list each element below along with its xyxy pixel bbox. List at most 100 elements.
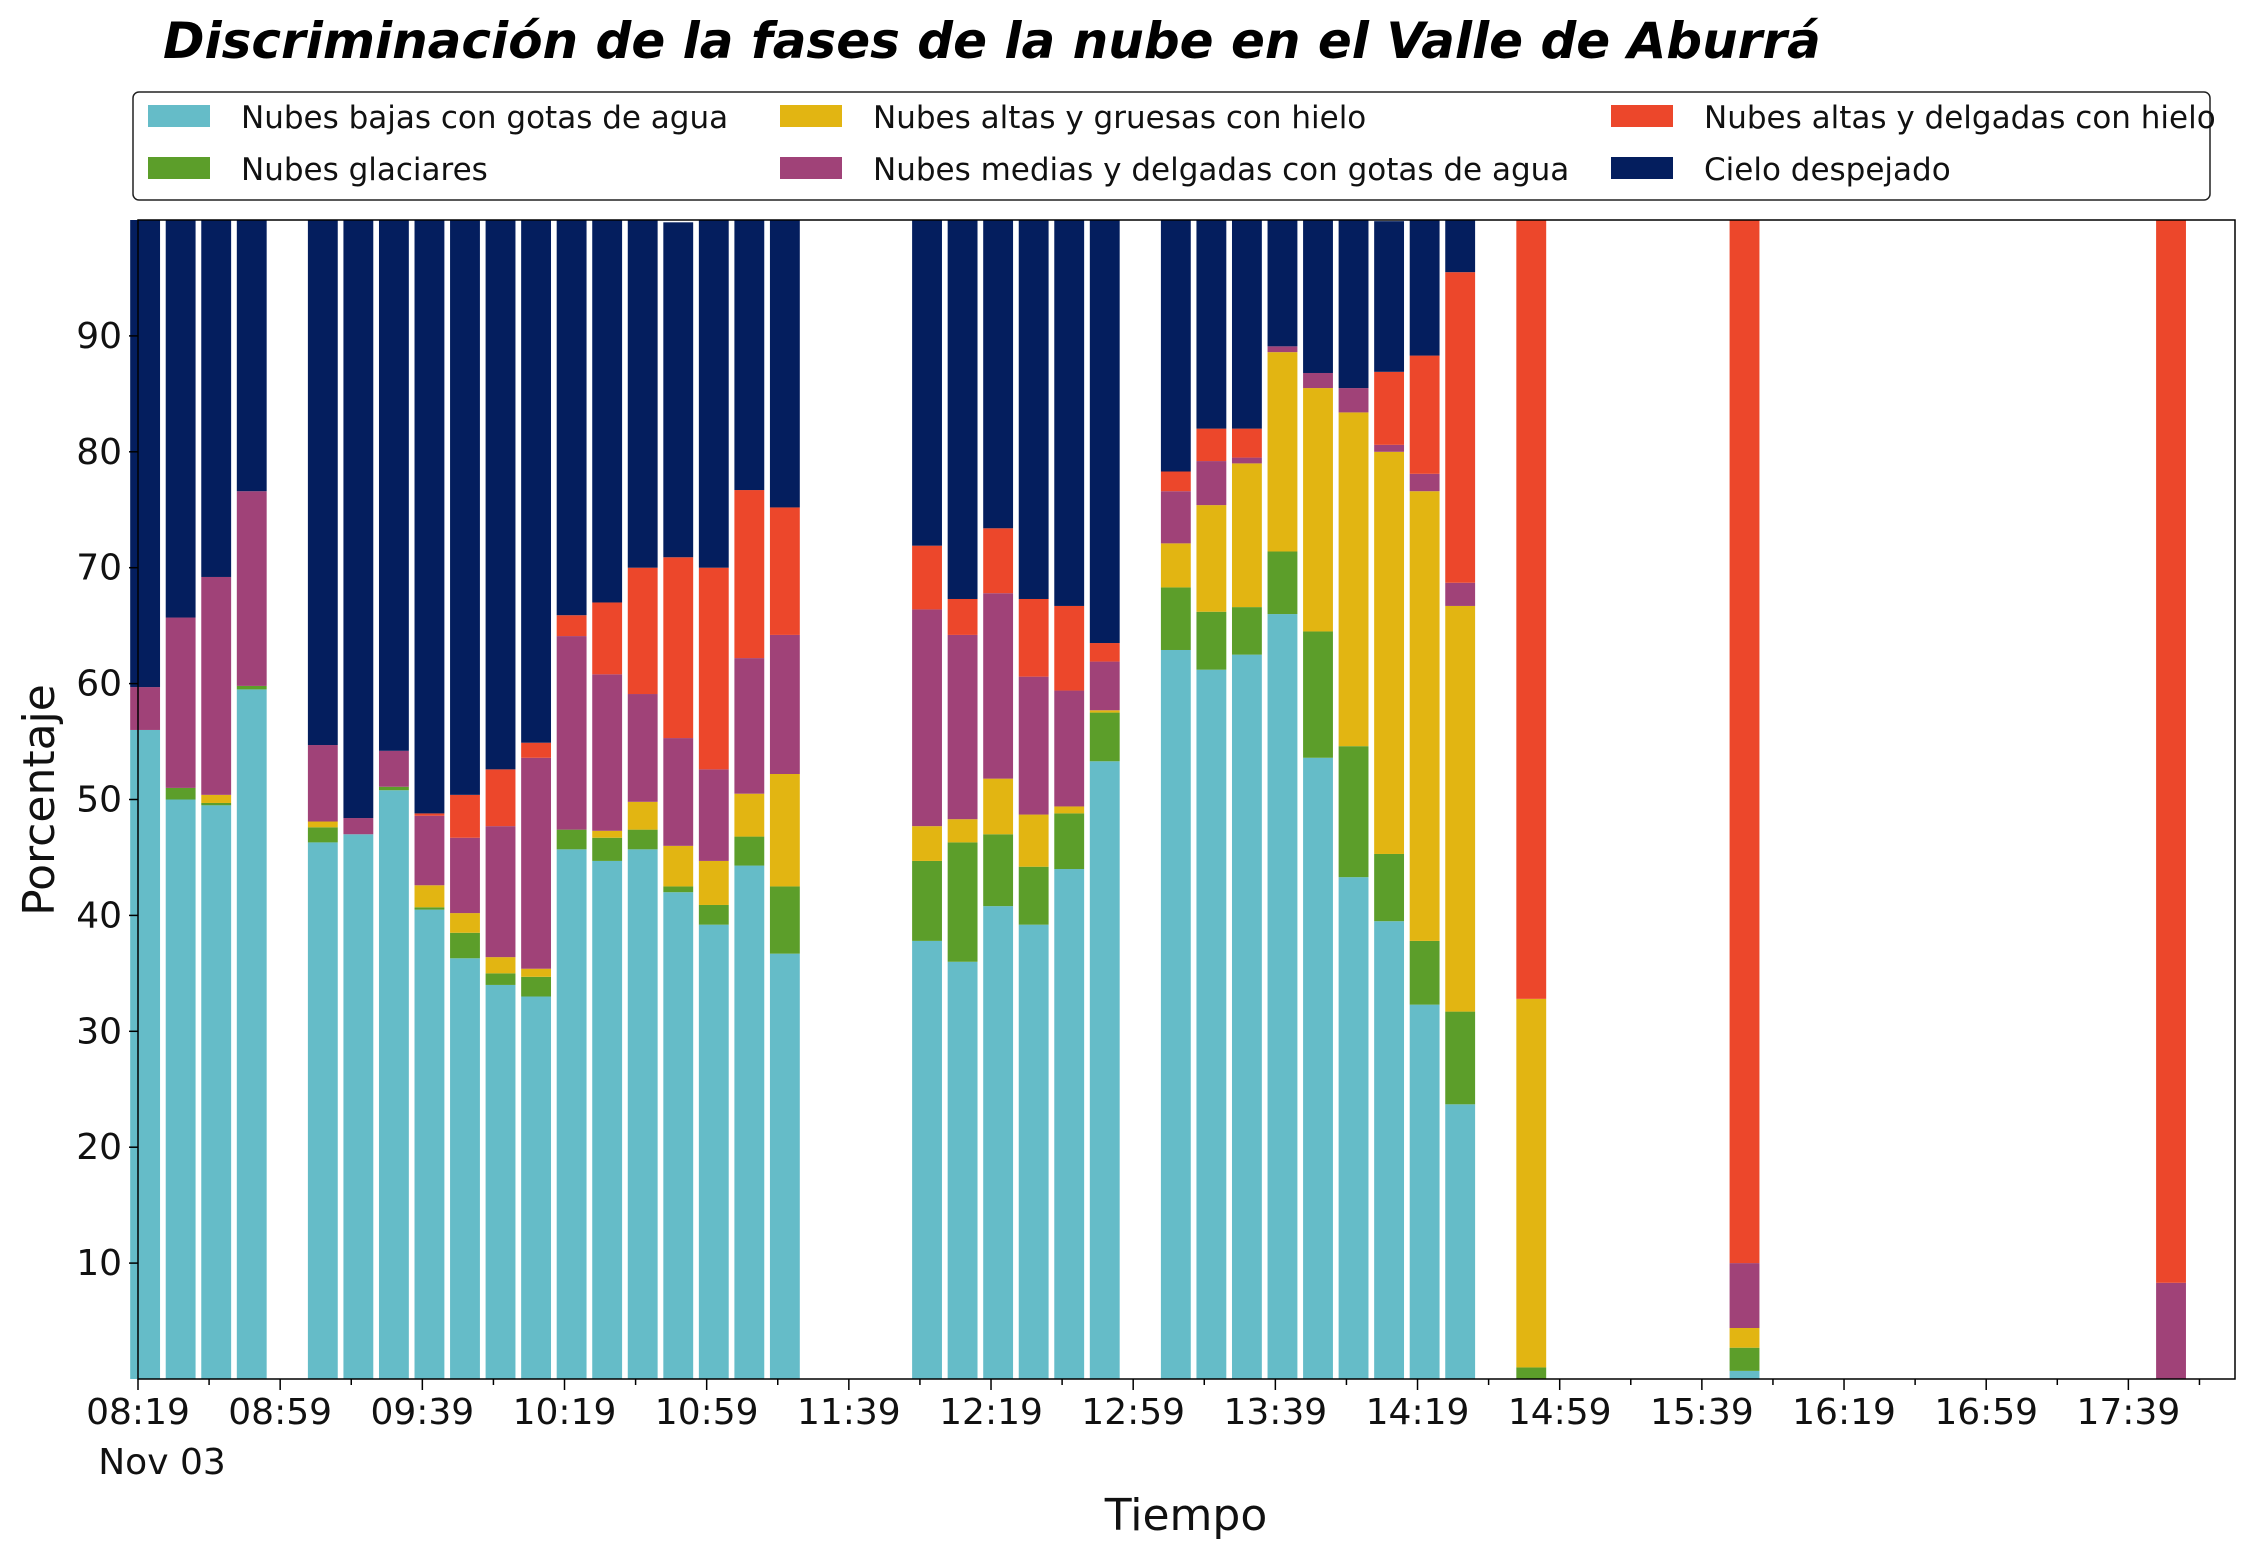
legend-label-nubes-glaciares: Nubes glaciares bbox=[241, 152, 488, 188]
bar-segment-nubes-bajas-con-gotas-de-agua bbox=[485, 984, 516, 1379]
bar-segment-cielo-despejado bbox=[1445, 220, 1476, 273]
bar-segment-nubes-altas-y-gruesas-con-hielo bbox=[1338, 412, 1369, 747]
x-tick-label: 08:59 bbox=[228, 1392, 332, 1433]
x-tick-label: 13:39 bbox=[1223, 1392, 1327, 1433]
bar-segment-nubes-medias-y-delgadas-con-gotas-de-agua bbox=[663, 738, 694, 846]
bar-segment-nubes-medias-y-delgadas-con-gotas-de-agua bbox=[1231, 457, 1262, 464]
bar-segment-nubes-glaciares bbox=[1018, 866, 1049, 925]
bar-segment-nubes-medias-y-delgadas-con-gotas-de-agua bbox=[556, 636, 587, 830]
bar-segment-nubes-altas-y-delgadas-con-hielo bbox=[1160, 471, 1191, 492]
bar-segment-nubes-glaciares bbox=[414, 907, 445, 910]
chart-title: Discriminación de la fases de la nube en… bbox=[163, 12, 1821, 70]
bar-segment-nubes-bajas-con-gotas-de-agua bbox=[165, 799, 196, 1379]
bar-segment-nubes-bajas-con-gotas-de-agua bbox=[1374, 921, 1405, 1379]
bar-segment-nubes-altas-y-gruesas-con-hielo bbox=[769, 774, 800, 887]
bar-segment-nubes-altas-y-gruesas-con-hielo bbox=[947, 819, 978, 843]
bar-segment-nubes-altas-y-gruesas-con-hielo bbox=[592, 830, 623, 838]
bar-segment-nubes-bajas-con-gotas-de-agua bbox=[1196, 669, 1227, 1379]
bar-segment-cielo-despejado bbox=[1338, 220, 1369, 389]
bar-segment-nubes-glaciares bbox=[1338, 746, 1369, 878]
bar-segment-nubes-bajas-con-gotas-de-agua bbox=[556, 849, 587, 1379]
bar-segment-nubes-glaciares bbox=[663, 886, 694, 893]
bar-segment-nubes-altas-y-gruesas-con-hielo bbox=[1018, 814, 1049, 867]
bar-segment-nubes-bajas-con-gotas-de-agua bbox=[343, 834, 374, 1379]
bar-segment-nubes-altas-y-delgadas-con-hielo bbox=[1054, 605, 1085, 691]
x-tick-label: 14:59 bbox=[1508, 1392, 1612, 1433]
bar-segment-nubes-bajas-con-gotas-de-agua bbox=[663, 892, 694, 1379]
bar-segment-nubes-bajas-con-gotas-de-agua bbox=[521, 996, 552, 1379]
bar-segment-nubes-glaciares bbox=[1267, 551, 1298, 615]
bar-segment-nubes-altas-y-gruesas-con-hielo bbox=[1516, 998, 1547, 1368]
bar-segment-nubes-bajas-con-gotas-de-agua bbox=[1160, 649, 1191, 1379]
bar-segment-nubes-altas-y-delgadas-con-hielo bbox=[947, 598, 978, 635]
bar-segment-nubes-bajas-con-gotas-de-agua bbox=[947, 961, 978, 1379]
bar-segment-nubes-altas-y-gruesas-con-hielo bbox=[1445, 605, 1476, 1012]
bar-segment-cielo-despejado bbox=[1231, 220, 1262, 429]
bar-segment-nubes-medias-y-delgadas-con-gotas-de-agua bbox=[343, 818, 374, 835]
y-tick-label: 70 bbox=[76, 548, 122, 589]
x-tick-label: 10:59 bbox=[655, 1392, 759, 1433]
bar-segment-nubes-medias-y-delgadas-con-gotas-de-agua bbox=[1374, 444, 1405, 452]
bar-segment-nubes-altas-y-delgadas-con-hielo bbox=[734, 490, 765, 659]
bar-segment-cielo-despejado bbox=[769, 220, 800, 508]
bar-segment-nubes-altas-y-gruesas-con-hielo bbox=[1196, 505, 1227, 612]
x-date-sublabel: Nov 03 bbox=[98, 1442, 226, 1483]
bar-segment-nubes-medias-y-delgadas-con-gotas-de-agua bbox=[1196, 461, 1227, 506]
bar-segment-nubes-medias-y-delgadas-con-gotas-de-agua bbox=[1267, 346, 1298, 353]
bar-segment-nubes-glaciares bbox=[1196, 611, 1227, 670]
x-tick-label: 10:19 bbox=[513, 1392, 617, 1433]
bar-segment-nubes-glaciares bbox=[1089, 712, 1120, 762]
bar-segment-nubes-altas-y-delgadas-con-hielo bbox=[1445, 272, 1476, 583]
plot-area: 10 20 30 40 50 60 70 80 90 08:19 08:59 09:39 10:19 1… bbox=[76, 219, 2236, 1433]
bar-segment-cielo-despejado bbox=[521, 220, 552, 743]
x-tick-label: 12:19 bbox=[939, 1392, 1043, 1433]
bar-segment-nubes-altas-y-delgadas-con-hielo bbox=[556, 615, 587, 637]
bar-segment-cielo-despejado bbox=[1018, 220, 1049, 599]
bar-segment-nubes-bajas-con-gotas-de-agua bbox=[912, 940, 942, 1379]
bar-segment-nubes-glaciares bbox=[450, 932, 480, 959]
y-tick-label: 90 bbox=[76, 316, 122, 357]
bar-segment-nubes-medias-y-delgadas-con-gotas-de-agua bbox=[1409, 473, 1440, 492]
bar-segment-nubes-glaciares bbox=[627, 829, 658, 850]
bar-segment-nubes-altas-y-gruesas-con-hielo bbox=[1089, 710, 1120, 713]
y-axis-label: Porcentaje bbox=[14, 684, 65, 916]
bar-segment-nubes-medias-y-delgadas-con-gotas-de-agua bbox=[1338, 388, 1369, 413]
bar-segment-cielo-despejado bbox=[307, 220, 338, 746]
bar-segment-nubes-bajas-con-gotas-de-agua bbox=[1445, 1104, 1476, 1379]
bar-segment-nubes-altas-y-delgadas-con-hielo bbox=[1089, 643, 1120, 662]
bar-segment-nubes-altas-y-delgadas-con-hielo bbox=[983, 528, 1014, 594]
bar-segment-nubes-bajas-con-gotas-de-agua bbox=[1338, 877, 1369, 1379]
bar-segment-nubes-altas-y-gruesas-con-hielo bbox=[450, 913, 480, 933]
bar-segment-nubes-glaciares bbox=[556, 829, 587, 850]
legend-label-nubes-altas-y-gruesas-con-hielo: Nubes altas y gruesas con hielo bbox=[873, 100, 1366, 136]
bar-segment-nubes-glaciares bbox=[1445, 1011, 1476, 1105]
bar-segment-nubes-medias-y-delgadas-con-gotas-de-agua bbox=[1089, 661, 1120, 711]
bar-segment-nubes-bajas-con-gotas-de-agua bbox=[983, 906, 1014, 1379]
bar-segment-nubes-bajas-con-gotas-de-agua bbox=[1018, 924, 1049, 1379]
bar-segment-cielo-despejado bbox=[450, 220, 480, 795]
bar-segment-nubes-altas-y-delgadas-con-hielo bbox=[912, 545, 942, 610]
bar-segment-cielo-despejado bbox=[1196, 220, 1227, 429]
bar-segment-nubes-altas-y-gruesas-con-hielo bbox=[1231, 463, 1262, 608]
bar-segment-cielo-despejado bbox=[414, 220, 445, 814]
x-tick-label: 09:39 bbox=[370, 1392, 474, 1433]
x-tick-label: 12:59 bbox=[1081, 1392, 1185, 1433]
bar-segment-nubes-altas-y-gruesas-con-hielo bbox=[414, 885, 445, 908]
bar-segment-nubes-medias-y-delgadas-con-gotas-de-agua bbox=[983, 593, 1014, 779]
bar-segment-nubes-altas-y-gruesas-con-hielo bbox=[1409, 491, 1440, 941]
bar-segment-nubes-medias-y-delgadas-con-gotas-de-agua bbox=[734, 658, 765, 794]
bar-segment-nubes-altas-y-delgadas-con-hielo bbox=[485, 769, 516, 827]
bar-segment-nubes-altas-y-delgadas-con-hielo bbox=[663, 557, 694, 739]
bar-segment-nubes-altas-y-delgadas-con-hielo bbox=[698, 567, 729, 770]
bar-segment-nubes-altas-y-gruesas-con-hielo bbox=[521, 968, 552, 977]
bar-segment-nubes-bajas-con-gotas-de-agua bbox=[414, 909, 445, 1379]
bar-segment-nubes-bajas-con-gotas-de-agua bbox=[130, 729, 161, 1379]
bar-segment-nubes-bajas-con-gotas-de-agua bbox=[201, 805, 232, 1379]
bar-segment-nubes-medias-y-delgadas-con-gotas-de-agua bbox=[165, 617, 196, 788]
bar-segment-nubes-medias-y-delgadas-con-gotas-de-agua bbox=[947, 634, 978, 820]
bar-segment-cielo-despejado bbox=[1303, 220, 1333, 373]
bar-segment-cielo-despejado bbox=[485, 220, 516, 770]
bar-segment-nubes-medias-y-delgadas-con-gotas-de-agua bbox=[627, 694, 658, 802]
bar-segment-cielo-despejado bbox=[236, 220, 267, 492]
bar-segment-nubes-bajas-con-gotas-de-agua bbox=[378, 790, 409, 1379]
